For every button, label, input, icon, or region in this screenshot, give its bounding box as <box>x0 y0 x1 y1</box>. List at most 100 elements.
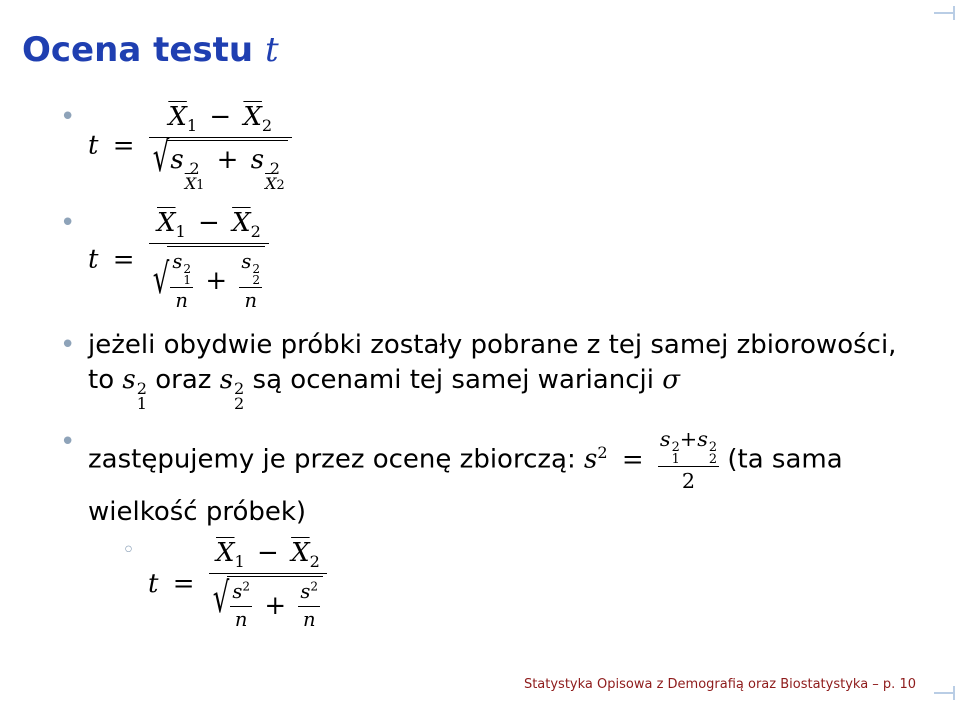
xbar: X <box>243 102 262 132</box>
den2: 2 <box>682 469 695 493</box>
sub2: 2 <box>262 116 272 135</box>
var-n: n <box>175 289 188 312</box>
numerator: X1 − X2 <box>149 206 269 243</box>
sup: 2 <box>597 443 607 462</box>
sub1: 1 <box>672 454 680 466</box>
formula-t-3: t = X1 − X2 √ <box>148 536 327 633</box>
denominator: √ s21 n + s22 n <box>149 243 269 314</box>
xbar: X <box>216 538 235 568</box>
xbar: X <box>265 174 276 193</box>
slide: Ocena testu t t = X1 − X2 √ <box>0 0 960 716</box>
var-s: s <box>220 365 233 395</box>
formula-t-1: t = X1 − X2 √ s2X1 + s2X <box>88 100 292 192</box>
title-var: t <box>265 30 279 70</box>
title-text: Ocena testu <box>22 30 265 70</box>
sqrt: √ s21 n + s22 n <box>153 246 265 314</box>
corner-decoration-top-right <box>934 6 960 20</box>
var-n: n <box>303 608 316 631</box>
op-plus: + <box>205 266 227 296</box>
text-part: zastępujemy je przez ocenę zbiorczą: <box>88 445 584 475</box>
sub1: 1 <box>176 222 186 241</box>
sub1: 1 <box>235 553 245 572</box>
radicand: s2X1 + s2X2 <box>167 140 287 192</box>
denominator: √ s2X1 + s2X2 <box>149 137 292 192</box>
xbar: X <box>185 174 196 193</box>
sub-xbar1: X1 <box>185 176 205 192</box>
sqrt: √ s2X1 + s2X2 <box>153 140 288 192</box>
sup2: 2 <box>242 580 250 594</box>
var-n: n <box>235 608 248 631</box>
text-part: oraz <box>147 365 220 395</box>
op-minus: − <box>209 102 231 132</box>
var-s: s <box>122 365 135 395</box>
fraction: X1 − X2 √ s21 n + <box>149 206 269 314</box>
xbar: X <box>157 208 176 238</box>
numerator: X1 − X2 <box>209 536 327 573</box>
var-s: s <box>660 427 671 451</box>
var-s: s <box>241 250 251 273</box>
sub2: 2 <box>251 222 261 241</box>
sub1: 1 <box>183 275 191 286</box>
var-t: t <box>88 245 98 275</box>
frac-sn: s2 n <box>298 579 320 633</box>
sup2: 2 <box>310 580 318 594</box>
numerator: X1 − X2 <box>149 100 292 137</box>
xbar: X <box>232 208 251 238</box>
sub1: 1 <box>187 116 197 135</box>
var-t: t <box>88 131 98 161</box>
sub2: 2 <box>709 454 717 466</box>
bullet-formula-1: t = X1 − X2 √ s2X1 + s2X <box>60 100 920 192</box>
op-plus: + <box>680 427 697 451</box>
op-eq: = <box>113 131 135 161</box>
sub-xbar2: X2 <box>265 176 285 192</box>
corner-decoration-bottom-right <box>934 686 960 700</box>
xbar: X <box>291 538 310 568</box>
text-part: są ocenami tej samej wariancji <box>244 365 662 395</box>
radicand: s21 n + s22 n <box>167 246 265 314</box>
ss2: 2 <box>277 178 285 193</box>
var-s: s <box>172 250 182 273</box>
var-n: n <box>244 289 257 312</box>
var-sigma: σ <box>662 365 680 395</box>
sub: 2 <box>234 396 244 411</box>
bullet-formula-2: t = X1 − X2 √ s21 n <box>60 206 920 314</box>
slide-content: t = X1 − X2 √ s2X1 + s2X <box>60 100 920 647</box>
var-s: s <box>697 427 708 451</box>
var-s: s <box>300 580 310 603</box>
var-s: s <box>584 445 597 475</box>
sub2: 2 <box>310 553 320 572</box>
op-eq: = <box>173 569 195 599</box>
radical-icon: √ <box>213 572 230 628</box>
op-eq: = <box>622 445 644 475</box>
xbar: X <box>168 102 187 132</box>
op-eq: = <box>113 245 135 275</box>
sqrt: √ s2 n + s2 n <box>213 576 323 633</box>
var-s: s <box>251 145 264 175</box>
var-s: s <box>232 580 242 603</box>
frac-s1n: s21 n <box>170 249 193 314</box>
fraction: X1 − X2 √ s2X1 + s2X2 <box>149 100 292 192</box>
bullet-text-2: zastępujemy je przez ocenę zbiorczą: s2 … <box>60 425 920 633</box>
bullet-text-1: jeżeli obydwie próbki zostały pobrane z … <box>60 328 920 411</box>
sub2: 2 <box>252 275 260 286</box>
radical-icon: √ <box>153 131 170 187</box>
frac-pooled: s21+s22 2 <box>658 425 719 495</box>
op-plus: + <box>264 591 286 621</box>
op-minus: − <box>198 208 220 238</box>
denominator: √ s2 n + s2 n <box>209 573 327 633</box>
radical-icon: √ <box>153 253 170 309</box>
frac-sn: s2 n <box>230 579 252 633</box>
var-t: t <box>148 569 158 599</box>
frac-s2n: s22 n <box>239 249 262 314</box>
slide-title: Ocena testu t <box>22 30 279 70</box>
ss1: 1 <box>196 178 204 193</box>
op-minus: − <box>257 538 279 568</box>
fraction: X1 − X2 √ s2 n <box>209 536 327 633</box>
radicand: s2 n + s2 n <box>227 576 323 633</box>
sub: 1 <box>137 396 147 411</box>
slide-footer: Statystyka Opisowa z Demografią oraz Bio… <box>524 677 916 692</box>
op-plus: + <box>217 145 239 175</box>
sub-bullet-formula: t = X1 − X2 √ <box>88 536 920 633</box>
var-s: s <box>170 145 183 175</box>
formula-t-2: t = X1 − X2 √ s21 n <box>88 206 269 314</box>
